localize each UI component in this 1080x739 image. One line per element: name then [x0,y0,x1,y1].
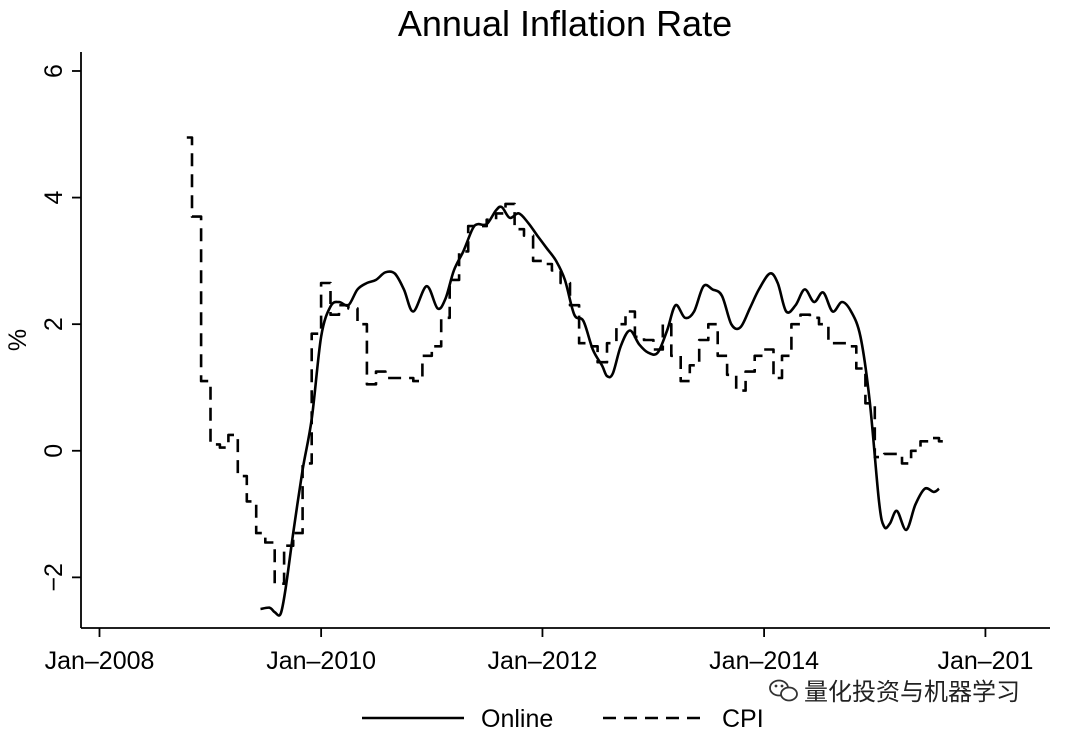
watermark-text: 量化投资与机器学习 [804,678,1020,706]
y-tick-label: 2 [40,317,68,331]
legend-label-online: Online [481,705,553,733]
y-axis-label: % [4,329,32,351]
series-layer [186,136,945,617]
y-tick-label: 6 [40,64,68,78]
legend: Online CPI [362,705,764,733]
x-tick-label: Jan–2012 [488,647,598,675]
x-tick-label: Jan–201 [937,647,1033,675]
series-line-cpi [186,136,945,585]
x-tick-label: Jan–2010 [266,647,376,675]
y-tick-label: 0 [40,444,68,458]
watermark: 量化投资与机器学习 [769,678,1020,706]
y-tick-label: −2 [40,563,68,592]
chart-title: Annual Inflation Rate [398,3,732,44]
y-tick-label: 4 [40,191,68,205]
legend-label-cpi: CPI [722,705,764,733]
y-ticks: 6 4 2 0 −2 [40,64,81,592]
series-line-online [260,205,940,617]
x-tick-label: Jan–2014 [709,647,819,675]
x-tick-label: Jan–2008 [45,647,155,675]
wechat-icon [769,679,798,702]
x-ticks: Jan–2008 Jan–2010 Jan–2012 Jan–2014 Jan–201 [45,628,1033,675]
